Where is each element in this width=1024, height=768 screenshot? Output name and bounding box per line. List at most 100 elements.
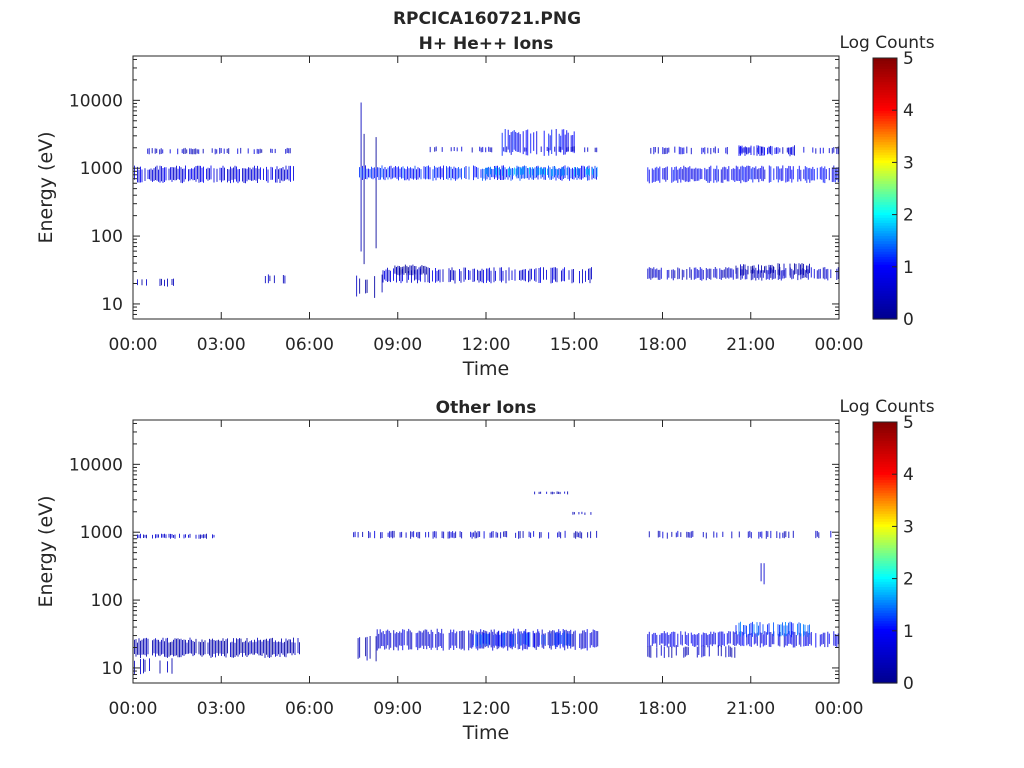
- colorbar-segment: [873, 625, 897, 629]
- colorbar-segment: [873, 591, 897, 595]
- colorbar-tick-label: 2: [903, 206, 914, 226]
- colorbar-segment: [873, 656, 897, 661]
- colorbar-segment: [873, 484, 897, 488]
- colorbar-segment: [873, 502, 897, 507]
- x-tick-label: 00:00: [109, 699, 158, 719]
- colorbar-segment: [873, 204, 897, 208]
- energy-band: [760, 563, 765, 585]
- energy-band: [735, 621, 810, 638]
- colorbar-segment: [873, 500, 897, 504]
- energy-band: [137, 533, 215, 539]
- y-tick-label: 100: [91, 591, 123, 611]
- y-tick-label: 10000: [69, 91, 123, 111]
- colorbar-segment: [873, 81, 897, 85]
- colorbar-segment: [873, 487, 897, 491]
- colorbar-segment: [873, 560, 897, 564]
- colorbar-segment: [873, 180, 897, 184]
- energy-band: [147, 147, 291, 155]
- colorbar-segment: [873, 607, 897, 611]
- colorbar-segment: [873, 628, 897, 632]
- colorbar-segment: [873, 455, 897, 460]
- colorbar-segment: [873, 615, 897, 619]
- x-tick-label: 00:00: [815, 335, 864, 355]
- colorbar-segment: [873, 422, 897, 426]
- colorbar-segment: [873, 157, 897, 161]
- x-tick-label: 21:00: [726, 335, 775, 355]
- colorbar-segment: [873, 209, 897, 213]
- colorbar-segment: [873, 518, 897, 522]
- colorbar-tick-label: 4: [903, 465, 914, 485]
- colorbar-segment: [873, 71, 897, 75]
- colorbar-tick-label: 3: [903, 517, 914, 537]
- x-axis-label: Time: [462, 722, 510, 744]
- colorbar-segment: [873, 594, 897, 598]
- colorbar-segment: [873, 65, 897, 70]
- colorbar-segment: [873, 453, 897, 457]
- colorbar-segment: [873, 99, 897, 103]
- colorbar-segment: [873, 89, 897, 93]
- colorbar-segment: [873, 258, 897, 263]
- y-axis-label: Energy (eV): [35, 495, 57, 607]
- colorbar-segment: [873, 141, 897, 145]
- energy-band: [501, 129, 575, 156]
- colorbar-segment: [873, 482, 897, 486]
- colorbar-segment: [873, 508, 897, 512]
- colorbar-tick-label: 2: [903, 570, 914, 590]
- energy-band: [738, 145, 795, 157]
- colorbar-segment: [873, 243, 897, 247]
- colorbar-segment: [873, 466, 897, 470]
- colorbar-segment: [873, 424, 897, 428]
- panel-title: H+ He++ Ions: [419, 34, 554, 54]
- x-tick-label: 09:00: [373, 335, 422, 355]
- colorbar-segment: [873, 149, 897, 153]
- colorbar-segment: [873, 91, 897, 96]
- energy-band: [353, 530, 598, 539]
- colorbar-tick-label: 1: [903, 258, 914, 278]
- y-tick-label: 10000: [69, 455, 123, 475]
- energy-band: [485, 166, 598, 177]
- colorbar-segment: [873, 523, 897, 527]
- colorbar-segment: [873, 492, 897, 496]
- colorbar-segment: [873, 651, 897, 655]
- colorbar-segment: [873, 240, 897, 244]
- colorbar-segment: [873, 630, 897, 635]
- colorbar-segment: [873, 84, 897, 88]
- colorbar-segment: [873, 159, 897, 163]
- colorbar-segment: [873, 146, 897, 150]
- colorbar-segment: [873, 534, 897, 538]
- energy-band: [132, 165, 294, 184]
- colorbar-segment: [873, 285, 897, 289]
- colorbar-segment: [873, 172, 897, 177]
- colorbar-segment: [873, 138, 897, 143]
- x-tick-label: 18:00: [638, 699, 687, 719]
- colorbar-segment: [873, 461, 897, 465]
- x-tick-label: 18:00: [638, 335, 687, 355]
- colorbar-segment: [873, 245, 897, 250]
- colorbar-segment: [873, 232, 897, 237]
- colorbar-segment: [873, 515, 897, 520]
- y-tick-label: 10: [101, 295, 123, 315]
- x-tick-label: 03:00: [197, 699, 246, 719]
- energy-band: [357, 636, 377, 662]
- colorbar-segment: [873, 227, 897, 231]
- x-tick-label: 12:00: [462, 699, 511, 719]
- colorbar-segment: [873, 646, 897, 650]
- colorbar-segment: [873, 264, 897, 268]
- colorbar-tick-label: 5: [903, 49, 914, 69]
- colorbar-segment: [873, 549, 897, 554]
- colorbar-segment: [873, 219, 897, 224]
- y-tick-label: 1000: [80, 523, 123, 543]
- colorbar-segment: [873, 311, 897, 315]
- colorbar-segment: [873, 680, 897, 684]
- colorbar-segment: [873, 570, 897, 574]
- colorbar-frame: [872, 421, 898, 684]
- colorbar-segment: [873, 175, 897, 179]
- energy-band: [429, 146, 598, 153]
- colorbar-segment: [873, 183, 897, 187]
- colorbar-segment: [873, 151, 897, 156]
- y-tick-label: 10: [101, 659, 123, 679]
- colorbar-segment: [873, 300, 897, 304]
- colorbar-segment: [873, 578, 897, 582]
- colorbar-segment: [873, 201, 897, 205]
